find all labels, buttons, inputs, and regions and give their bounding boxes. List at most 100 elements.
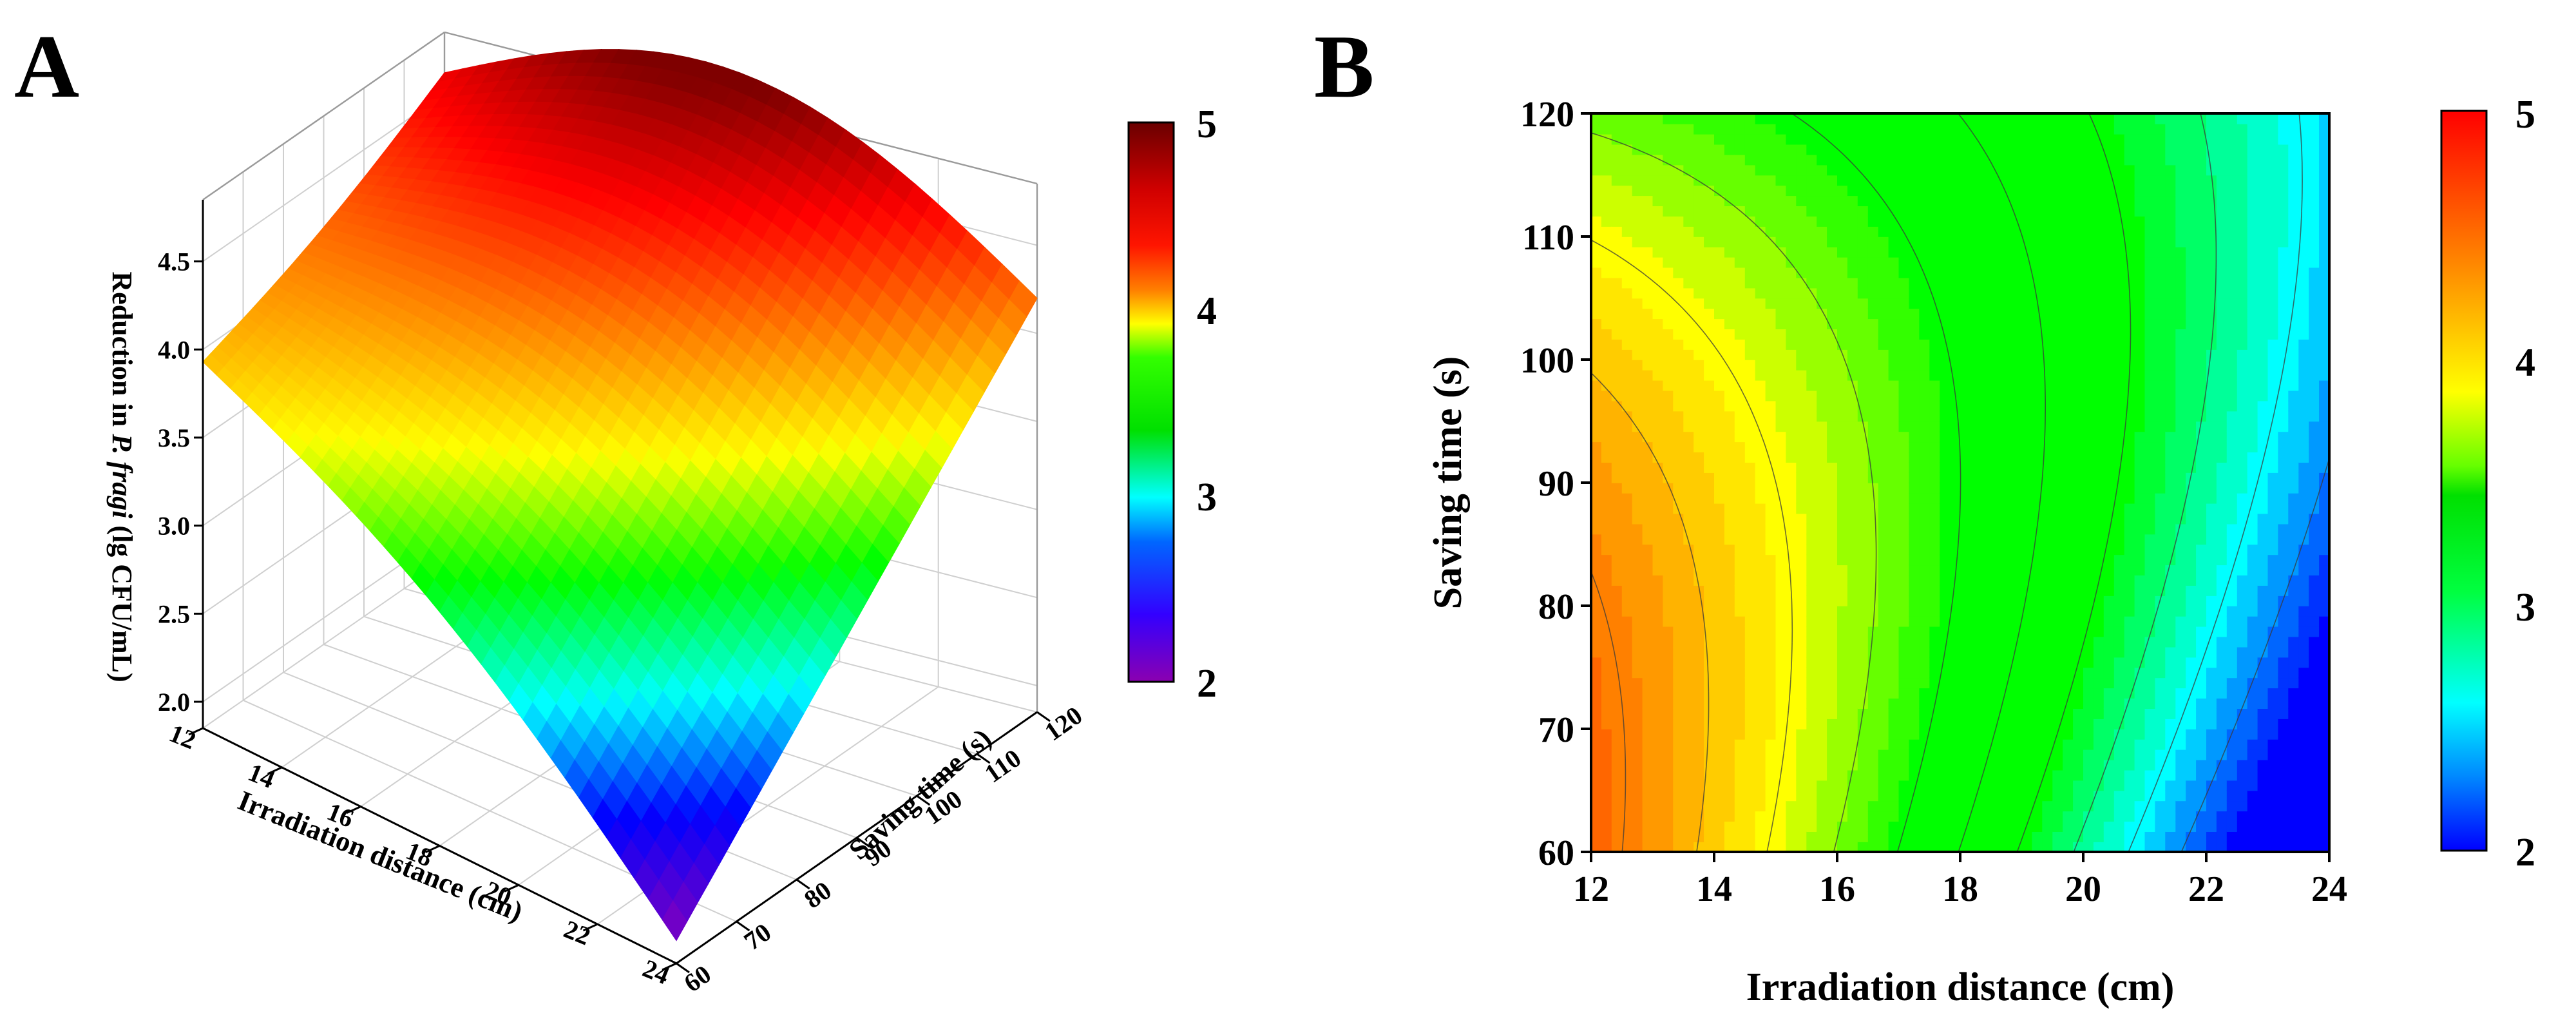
contour-cell xyxy=(1929,175,1940,186)
contour-cell xyxy=(1878,636,1889,648)
contour-cell xyxy=(1683,708,1694,719)
contour-cell xyxy=(1724,195,1735,206)
contour-cell xyxy=(1683,185,1694,197)
contour-cell xyxy=(1642,462,1654,473)
contour-cell xyxy=(1744,206,1756,217)
contour-cell xyxy=(1704,615,1715,627)
contour-cell xyxy=(1611,667,1623,679)
contour-cell xyxy=(2042,133,2053,145)
contour-cell xyxy=(1990,256,2002,268)
contour-cell xyxy=(2011,729,2023,740)
contour-cell xyxy=(1683,154,1694,166)
contour-cell xyxy=(2032,380,2043,391)
contour-cell xyxy=(2052,318,2063,329)
contour-cell xyxy=(2063,216,2074,227)
contour-cell xyxy=(1929,123,1940,135)
contour-cell xyxy=(1786,267,1797,278)
contour-cell xyxy=(2042,688,2053,699)
contour-cell xyxy=(1898,759,1910,771)
contour-cell xyxy=(2032,462,2043,473)
contour-cell xyxy=(1898,719,1910,729)
contour-cell xyxy=(1898,523,1910,535)
contour-cell xyxy=(1837,400,1848,412)
contour-cell xyxy=(2103,769,2115,781)
contour-cell xyxy=(1632,698,1643,709)
contour-cell xyxy=(1601,523,1612,535)
contour-cell xyxy=(1817,749,1827,760)
contour-cell xyxy=(1734,113,1746,124)
contour-cell xyxy=(1693,144,1704,155)
contour-cell xyxy=(1796,349,1807,360)
contour-cell xyxy=(1847,790,1858,802)
contour-cell xyxy=(1980,113,1992,124)
contour-cell xyxy=(2021,164,2033,176)
contour-cell xyxy=(2063,339,2074,350)
contour-cell xyxy=(1734,287,1746,299)
contour-cell xyxy=(2042,175,2053,186)
contour-cell xyxy=(1919,780,1930,791)
contour-cell xyxy=(1724,123,1735,135)
contour-cell xyxy=(1990,821,2002,832)
contour-cell xyxy=(1827,595,1838,606)
contour-cell xyxy=(1857,698,1869,709)
contour-cell xyxy=(1775,780,1787,791)
contour-cell xyxy=(1888,216,1900,227)
contour-cell xyxy=(1632,256,1643,268)
contour-cell xyxy=(1663,216,1674,227)
contour-cell xyxy=(2032,615,2043,627)
contour-cell xyxy=(2052,842,2063,852)
contour-cell xyxy=(2093,298,2104,309)
contour-cell xyxy=(1867,472,1879,483)
contour-cell xyxy=(1806,472,1817,483)
contour-cell xyxy=(2042,698,2053,709)
contour-cell xyxy=(2011,523,2023,535)
contour-cell xyxy=(1601,154,1612,166)
contour-cell xyxy=(1940,636,1951,648)
contour-cell xyxy=(1919,606,1930,617)
contour-cell xyxy=(1980,339,1992,350)
contour-cell xyxy=(1724,749,1735,760)
contour-cell xyxy=(1857,237,1869,247)
contour-cell xyxy=(1632,657,1643,668)
contour-cell xyxy=(1621,410,1633,422)
contour-cell xyxy=(1775,175,1787,186)
contour-cell xyxy=(1642,503,1654,514)
contour-cell xyxy=(1673,206,1684,217)
contour-cell xyxy=(1796,503,1807,514)
contour-cell xyxy=(1919,339,1930,350)
contour-cell xyxy=(1898,431,1910,443)
contour-cell xyxy=(1847,769,1858,781)
contour-cell xyxy=(1652,360,1664,371)
contour-cell xyxy=(1990,410,2002,422)
contour-cell xyxy=(1591,503,1602,514)
contour-cell xyxy=(1673,452,1684,463)
contour-cell xyxy=(1724,277,1735,289)
z-tick-label: 4.5 xyxy=(158,247,190,276)
contour-cell xyxy=(2021,667,2033,679)
contour-cell xyxy=(1663,206,1674,217)
contour-cell xyxy=(1693,441,1704,452)
contour-cell xyxy=(1744,575,1756,586)
contour-cell xyxy=(1663,123,1674,135)
contour-cell xyxy=(1817,267,1827,278)
contour-cell xyxy=(2011,349,2023,360)
contour-cell xyxy=(1642,154,1654,166)
contour-cell xyxy=(1909,267,1920,278)
contour-cell xyxy=(1714,298,1725,309)
contour-cell xyxy=(1714,615,1725,627)
contour-cell xyxy=(1775,513,1787,525)
contour-cell xyxy=(1990,698,2002,709)
contour-cell xyxy=(1898,360,1910,371)
contour-cell xyxy=(2083,842,2094,852)
contour-cell xyxy=(1796,821,1807,832)
contour-cell xyxy=(1898,164,1910,176)
contour-cell xyxy=(2001,759,2012,771)
contour-cell xyxy=(1621,431,1633,443)
contour-cell xyxy=(1673,133,1684,145)
contour-cell xyxy=(2001,595,2012,606)
contour-cell xyxy=(2103,719,2115,729)
contour-cell xyxy=(1724,400,1735,412)
contour-cell xyxy=(2052,749,2063,760)
contour-cell xyxy=(1786,133,1797,145)
contour-cell xyxy=(1857,400,1869,412)
